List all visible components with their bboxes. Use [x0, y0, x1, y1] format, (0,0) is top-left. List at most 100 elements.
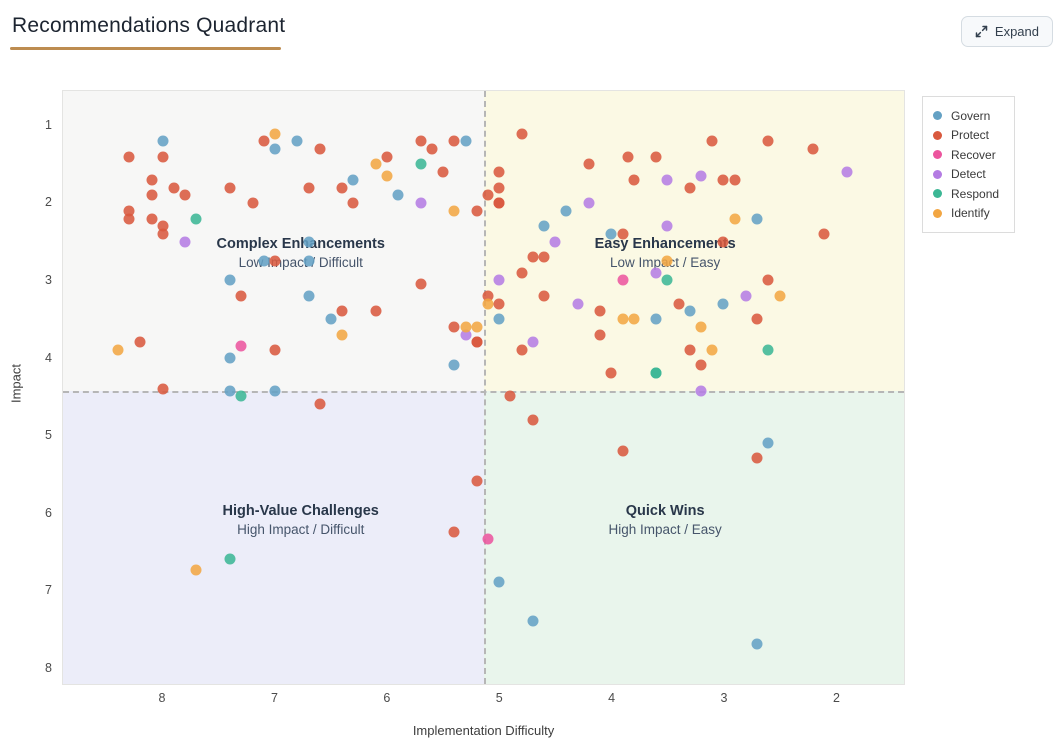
- protect-data-point[interactable]: [684, 182, 696, 194]
- protect-data-point[interactable]: [235, 290, 247, 302]
- recover-data-point[interactable]: [482, 533, 494, 545]
- legend-item-identify[interactable]: Identify: [933, 204, 1004, 224]
- recover-data-point[interactable]: [617, 274, 629, 286]
- respond-data-point[interactable]: [661, 274, 673, 286]
- identify-data-point[interactable]: [112, 344, 124, 356]
- respond-data-point[interactable]: [190, 213, 202, 225]
- protect-data-point[interactable]: [504, 390, 516, 402]
- protect-data-point[interactable]: [146, 213, 158, 225]
- protect-data-point[interactable]: [717, 236, 729, 248]
- govern-data-point[interactable]: [325, 313, 337, 325]
- respond-data-point[interactable]: [224, 553, 236, 565]
- govern-data-point[interactable]: [303, 255, 315, 267]
- govern-data-point[interactable]: [224, 385, 236, 397]
- protect-data-point[interactable]: [157, 228, 169, 240]
- identify-data-point[interactable]: [471, 321, 483, 333]
- protect-data-point[interactable]: [426, 143, 438, 155]
- legend-item-govern[interactable]: Govern: [933, 106, 1004, 126]
- legend-item-respond[interactable]: Respond: [933, 184, 1004, 204]
- protect-data-point[interactable]: [516, 267, 528, 279]
- identify-data-point[interactable]: [460, 321, 472, 333]
- protect-data-point[interactable]: [717, 174, 729, 186]
- protect-data-point[interactable]: [471, 205, 483, 217]
- protect-data-point[interactable]: [123, 213, 135, 225]
- identify-data-point[interactable]: [617, 313, 629, 325]
- recover-data-point[interactable]: [235, 340, 247, 352]
- protect-data-point[interactable]: [247, 197, 258, 209]
- govern-data-point[interactable]: [650, 313, 662, 325]
- govern-data-point[interactable]: [157, 135, 169, 147]
- identify-data-point[interactable]: [661, 255, 673, 267]
- identify-data-point[interactable]: [729, 213, 741, 225]
- protect-data-point[interactable]: [493, 298, 505, 310]
- protect-data-point[interactable]: [538, 290, 550, 302]
- protect-data-point[interactable]: [157, 383, 169, 395]
- protect-data-point[interactable]: [594, 329, 606, 341]
- protect-data-point[interactable]: [493, 197, 505, 209]
- protect-data-point[interactable]: [448, 135, 460, 147]
- respond-data-point[interactable]: [235, 390, 247, 402]
- govern-data-point[interactable]: [538, 220, 550, 232]
- identify-data-point[interactable]: [774, 290, 786, 302]
- protect-data-point[interactable]: [224, 182, 236, 194]
- protect-data-point[interactable]: [617, 445, 629, 456]
- protect-data-point[interactable]: [123, 205, 135, 217]
- protect-data-point[interactable]: [157, 151, 169, 163]
- govern-data-point[interactable]: [605, 228, 617, 240]
- protect-data-point[interactable]: [303, 182, 315, 194]
- detect-data-point[interactable]: [841, 166, 853, 178]
- identify-data-point[interactable]: [695, 321, 707, 333]
- protect-data-point[interactable]: [650, 151, 662, 163]
- detect-data-point[interactable]: [661, 220, 673, 232]
- govern-data-point[interactable]: [684, 305, 696, 317]
- identify-data-point[interactable]: [381, 170, 393, 182]
- govern-data-point[interactable]: [493, 576, 505, 588]
- protect-data-point[interactable]: [527, 251, 539, 263]
- protect-data-point[interactable]: [123, 151, 135, 163]
- detect-data-point[interactable]: [661, 174, 673, 186]
- protect-data-point[interactable]: [314, 398, 326, 410]
- respond-data-point[interactable]: [762, 344, 774, 356]
- protect-data-point[interactable]: [493, 182, 505, 194]
- detect-data-point[interactable]: [583, 197, 595, 209]
- govern-data-point[interactable]: [224, 352, 236, 364]
- identify-data-point[interactable]: [269, 128, 281, 140]
- protect-data-point[interactable]: [527, 414, 539, 426]
- govern-data-point[interactable]: [392, 189, 404, 201]
- protect-data-point[interactable]: [179, 189, 191, 201]
- protect-data-point[interactable]: [269, 255, 281, 267]
- protect-data-point[interactable]: [146, 174, 158, 186]
- protect-data-point[interactable]: [471, 336, 483, 348]
- identify-data-point[interactable]: [336, 329, 348, 341]
- detect-data-point[interactable]: [572, 298, 584, 310]
- detect-data-point[interactable]: [650, 267, 662, 279]
- protect-data-point[interactable]: [336, 305, 348, 317]
- protect-data-point[interactable]: [134, 336, 146, 348]
- respond-data-point[interactable]: [415, 158, 427, 170]
- protect-data-point[interactable]: [415, 278, 427, 290]
- protect-data-point[interactable]: [448, 321, 460, 333]
- detect-data-point[interactable]: [549, 236, 561, 248]
- protect-data-point[interactable]: [482, 189, 494, 201]
- govern-data-point[interactable]: [448, 359, 460, 371]
- protect-data-point[interactable]: [751, 313, 763, 325]
- protect-data-point[interactable]: [437, 166, 449, 178]
- protect-data-point[interactable]: [146, 189, 158, 201]
- protect-data-point[interactable]: [538, 251, 550, 263]
- protect-data-point[interactable]: [336, 182, 348, 194]
- protect-data-point[interactable]: [605, 367, 617, 379]
- govern-data-point[interactable]: [347, 174, 359, 186]
- govern-data-point[interactable]: [762, 437, 774, 449]
- govern-data-point[interactable]: [224, 274, 236, 286]
- protect-data-point[interactable]: [314, 143, 326, 155]
- protect-data-point[interactable]: [516, 344, 528, 356]
- govern-data-point[interactable]: [303, 236, 315, 248]
- govern-data-point[interactable]: [291, 135, 303, 147]
- detect-data-point[interactable]: [460, 329, 472, 341]
- detect-data-point[interactable]: [740, 290, 752, 302]
- respond-data-point[interactable]: [650, 367, 662, 379]
- protect-data-point[interactable]: [594, 305, 606, 317]
- protect-data-point[interactable]: [807, 143, 819, 155]
- protect-data-point[interactable]: [751, 452, 763, 464]
- protect-data-point[interactable]: [370, 305, 382, 317]
